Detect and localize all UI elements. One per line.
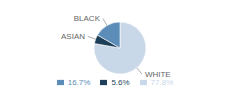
svg-text:WHITE: WHITE [145, 70, 171, 79]
html-text:16.7%: 16.7% [67, 78, 91, 87]
html-text:77.8%: 77.8% [150, 78, 174, 87]
svg-text:ASIAN: ASIAN [61, 32, 85, 41]
svg-text:BLACK: BLACK [74, 14, 101, 23]
html-text:5.6%: 5.6% [111, 78, 130, 87]
